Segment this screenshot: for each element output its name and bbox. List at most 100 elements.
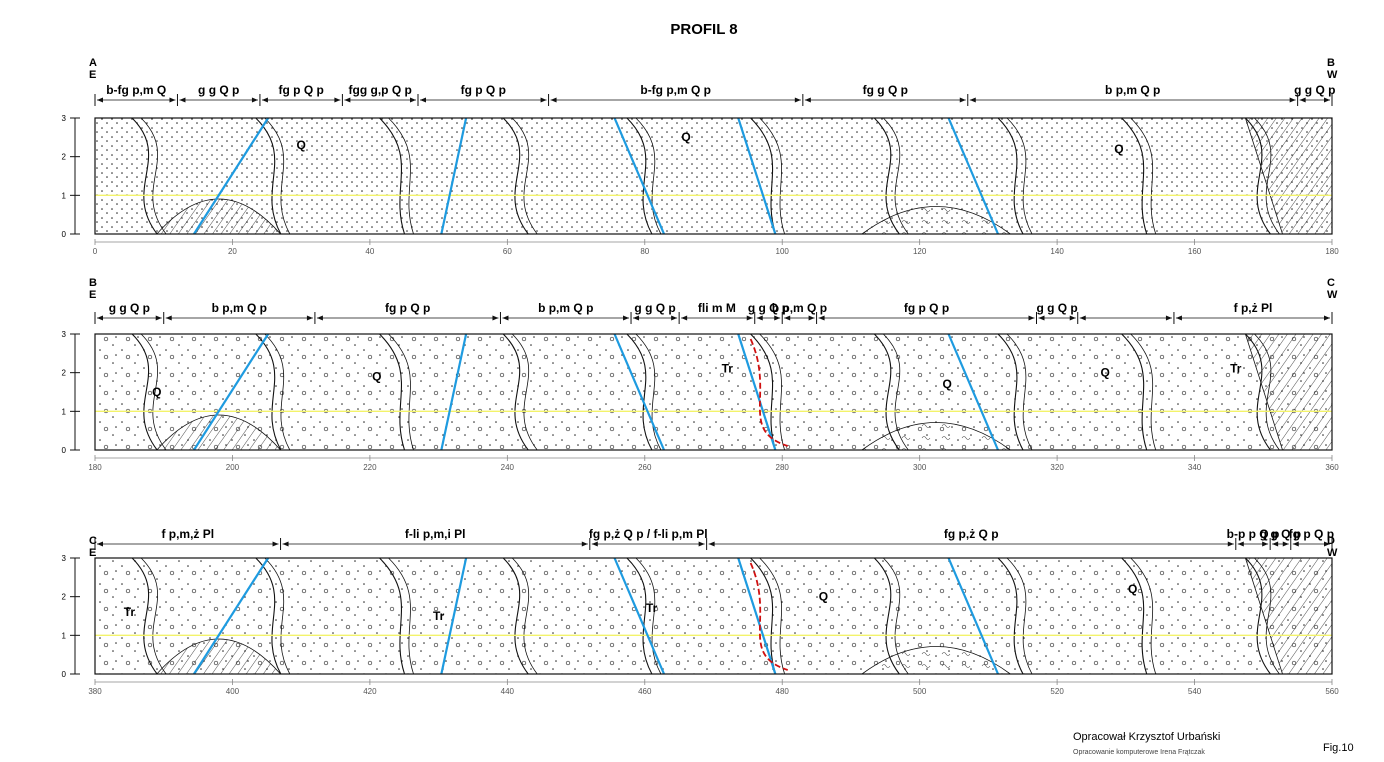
fault-lines [193, 557, 1000, 675]
profile-end-direction: W [1327, 289, 1338, 301]
segment-label: b p,m Q p [538, 301, 593, 315]
profile-end-letter: C [1327, 277, 1335, 289]
profile-end-direction: W [1327, 69, 1338, 81]
hatched-lens [155, 638, 282, 675]
y-tick-label: 2 [62, 153, 67, 162]
x-tick-label: 280 [776, 463, 790, 472]
unit-label: Q [1128, 582, 1137, 596]
unit-label: Q [1101, 366, 1110, 380]
segment-label: g g Q p [1036, 301, 1077, 315]
segment-label: g g Q p [634, 301, 675, 315]
segment-label: g g Q p [1260, 527, 1301, 541]
unit-label: Q [942, 377, 951, 391]
section-frame [94, 557, 1333, 675]
strata-lines [131, 117, 1280, 235]
unit-label: Tr [1230, 362, 1242, 376]
segment-label: f-li p,m,i Pl [405, 527, 466, 541]
profile-start-direction: E [89, 289, 96, 301]
unit-label: Tr [124, 605, 136, 619]
unit-label: Q [819, 590, 828, 604]
segment-label: fg g Q p [863, 83, 908, 97]
profile-start-letter: A [89, 57, 97, 69]
segment-label: fli m M [698, 301, 736, 315]
unit-label: Tr [433, 609, 445, 623]
x-tick-label: 540 [1188, 687, 1202, 696]
segment-label: fg p Q p [385, 301, 430, 315]
x-tick-label: 160 [1188, 247, 1202, 256]
x-tick-label: 260 [638, 463, 652, 472]
hatched-lens [155, 414, 282, 451]
fault-lines [193, 333, 1000, 451]
y-tick-label: 1 [62, 191, 67, 200]
segment-label: fg p Q p [1289, 527, 1334, 541]
x-tick-label: 180 [88, 463, 102, 472]
x-tick-label: 520 [1050, 687, 1064, 696]
profile-start-direction: E [89, 547, 96, 559]
wavy-lens [860, 206, 1012, 235]
figure-title: PROFIL 8 [670, 21, 737, 38]
profile-1: AE BWb-fg p,m Q g g Q p fg p Q p fgg g,p Q p… [62, 57, 1340, 256]
y-tick-label: 0 [62, 446, 67, 455]
profile-end-letter: B [1327, 57, 1335, 69]
unit-label: Q [681, 130, 690, 144]
y-tick-label: 2 [62, 593, 67, 602]
profile-start-letter: C [89, 535, 97, 547]
x-tick-label: 460 [638, 687, 652, 696]
x-tick-label: 420 [363, 687, 377, 696]
x-tick-label: 440 [501, 687, 515, 696]
x-tick-label: 140 [1050, 247, 1064, 256]
segment-label: b-fg p,m Q p [640, 83, 711, 97]
x-tick-label: 560 [1325, 687, 1339, 696]
section-frame [94, 117, 1333, 235]
x-tick-label: 300 [913, 463, 927, 472]
x-tick-label: 480 [776, 687, 790, 696]
x-tick-label: 380 [88, 687, 102, 696]
segment-label: g g Q p [1294, 83, 1335, 97]
section-fill [95, 558, 1332, 674]
y-tick-label: 3 [62, 114, 67, 123]
x-tick-label: 0 [93, 247, 98, 256]
segment-label: b-p p Q p [1227, 527, 1280, 541]
segment-label: fgg g,p Q p [349, 83, 412, 97]
segment-label: b p,m Q p [1105, 83, 1160, 97]
segment-label: b p,m Q p [772, 301, 827, 315]
profile-3: CE DWf p,m,ż Pl f-li p,m,i Pl fg p,ż Q p / … [62, 527, 1340, 696]
wavy-lens [860, 422, 1012, 451]
segment-label: fg p,ż Q p / f-li p,m Pl [589, 527, 708, 541]
x-tick-label: 320 [1050, 463, 1064, 472]
x-tick-label: 20 [228, 247, 237, 256]
credit-author: Opracował Krzysztof Urbański [1073, 731, 1220, 743]
unit-label: Q [296, 138, 305, 152]
segment-label: b p,m Q p [212, 301, 267, 315]
segment-label: g g Q p [198, 83, 239, 97]
unit-label: Tr [646, 601, 658, 615]
profile-start-direction: E [89, 69, 96, 81]
x-tick-label: 500 [913, 687, 927, 696]
y-tick-label: 0 [62, 230, 67, 239]
x-tick-label: 340 [1188, 463, 1202, 472]
unit-label: Q [1114, 142, 1123, 156]
segment-arrowheads [1272, 541, 1289, 547]
x-tick-label: 400 [226, 687, 240, 696]
y-tick-label: 3 [62, 330, 67, 339]
hatched-lens [155, 198, 282, 235]
profile-start-letter: B [89, 277, 97, 289]
section-fill [95, 118, 1332, 234]
segment-label: g g Q p [748, 301, 789, 315]
unit-label: Tr [722, 362, 734, 376]
credit-computer: Opracowanie komputerowe Irena Frątczak [1073, 749, 1205, 756]
profile-end-letter: D [1327, 535, 1335, 547]
x-tick-label: 240 [501, 463, 515, 472]
segment-label: f p,ż Pl [1234, 301, 1273, 315]
wavy-lens [860, 646, 1012, 675]
section-fill [95, 334, 1332, 450]
x-tick-label: 360 [1325, 463, 1339, 472]
segment-arrowheads [756, 315, 781, 321]
x-tick-label: 40 [365, 247, 374, 256]
x-tick-label: 200 [226, 463, 240, 472]
x-tick-label: 80 [640, 247, 649, 256]
segment-label: g g Q p [109, 301, 150, 315]
segment-label: fg p Q p [461, 83, 506, 97]
fault-lines [193, 117, 1000, 235]
